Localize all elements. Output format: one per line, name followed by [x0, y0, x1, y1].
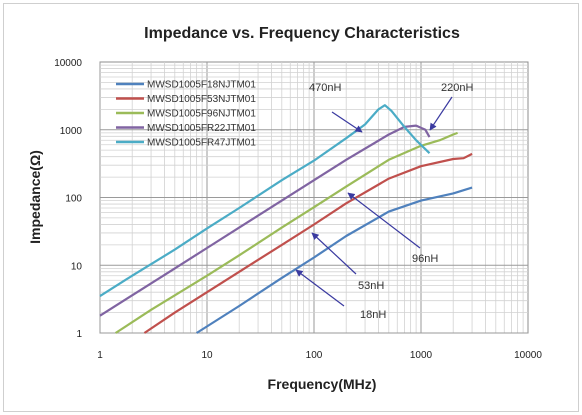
x-tick-label: 1000 [410, 350, 433, 361]
series-line-mwsd1005f18njtm01 [196, 186, 473, 334]
series-line-mwsd1005f53njtm01 [143, 152, 473, 334]
y-axis-label: Impedance(Ω) [27, 150, 43, 244]
annotation-arrow [429, 96, 453, 131]
y-tick-label: 10 [71, 261, 83, 272]
y-tick-label: 1000 [60, 126, 83, 137]
legend-label: MWSD1005F18NJTM01 [147, 80, 256, 91]
legend: MWSD1005F18NJTM01 MWSD1005F53NJTM01 MWSD10… [116, 80, 256, 149]
x-axis-label: Frequency(MHz) [268, 376, 377, 392]
annotation-label: 18nH [360, 309, 386, 321]
annotation-label: 470nH [309, 82, 341, 94]
annotation-label: 220nH [441, 82, 473, 94]
chart-title: Impedance vs. Frequency Characteristics [144, 25, 460, 42]
x-tick-label: 1 [97, 350, 103, 361]
x-tick-label: 10000 [514, 350, 542, 361]
annotation-arrow [311, 232, 357, 275]
axis-ticks: 1 10 100 1000 10000 1 10 100 1000 10000 [54, 58, 542, 361]
y-tick-label: 10000 [54, 58, 82, 69]
legend-label: MWSD1005F53NJTM01 [147, 94, 256, 105]
x-tick-label: 10 [201, 350, 213, 361]
annotation-arrow [295, 269, 345, 307]
y-tick-label: 100 [65, 194, 82, 205]
annotation-label: 53nH [358, 280, 384, 292]
y-tick-label: 1 [76, 329, 82, 340]
legend-label: MWSD1005F96NJTM01 [147, 109, 256, 120]
annotations: 470nH 220nH 96nH 53nH 18nH [295, 82, 473, 321]
legend-label: MWSD1005FR22JTM01 [147, 123, 256, 134]
x-tick-label: 100 [306, 350, 323, 361]
series-line-mwsd1005fr22jtm01 [99, 124, 431, 317]
series-line-mwsd1005fr47jtm01 [99, 104, 431, 298]
annotation-arrow [331, 111, 363, 133]
series-line-mwsd1005f96njtm01 [114, 131, 458, 334]
annotation-label: 96nH [412, 253, 438, 265]
annotation-arrow [347, 192, 421, 249]
series-lines [99, 104, 473, 334]
legend-label: MWSD1005FR47JTM01 [147, 138, 256, 149]
